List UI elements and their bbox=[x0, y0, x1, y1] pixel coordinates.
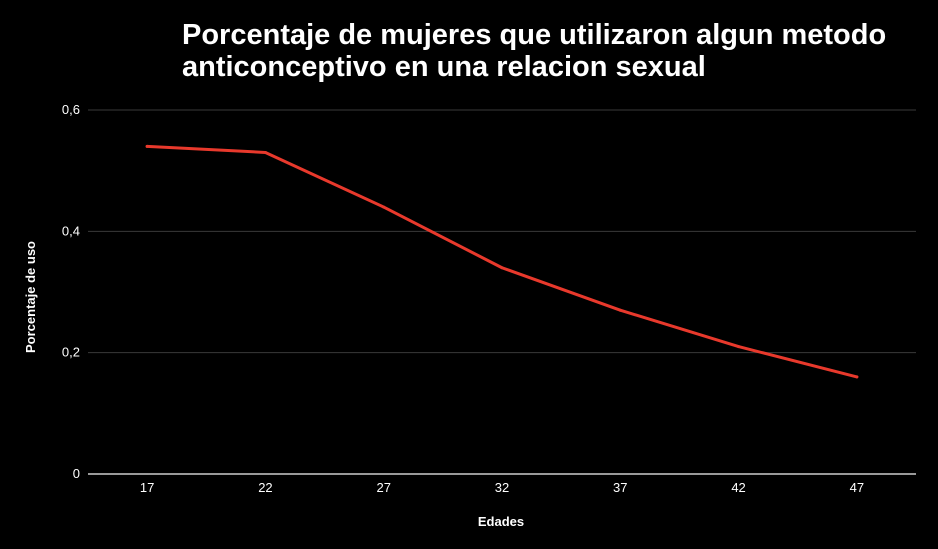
data-point bbox=[263, 150, 267, 154]
gridlines bbox=[88, 109, 916, 354]
y-tick-label: 0 bbox=[73, 466, 80, 481]
chart-title-line-2: anticonceptivo en una relacion sexual bbox=[182, 51, 706, 83]
x-tick-label: 42 bbox=[731, 480, 745, 495]
data-point bbox=[382, 205, 386, 209]
x-axis-ticks: 17 22 27 32 37 42 47 bbox=[140, 480, 864, 495]
x-tick-label: 32 bbox=[495, 480, 509, 495]
y-axis-label: Porcentaje de uso bbox=[23, 241, 38, 353]
y-axis-ticks: 0 0,2 0,4 0,6 bbox=[62, 102, 80, 481]
data-point bbox=[737, 345, 741, 349]
x-tick-label: 22 bbox=[258, 480, 272, 495]
data-point bbox=[145, 144, 149, 148]
x-tick-label: 47 bbox=[850, 480, 864, 495]
x-tick-label: 37 bbox=[613, 480, 627, 495]
y-tick-label: 0,2 bbox=[62, 345, 80, 360]
y-tick-label: 0,6 bbox=[62, 102, 80, 117]
series-group bbox=[145, 144, 859, 379]
x-tick-label: 27 bbox=[376, 480, 390, 495]
x-axis-label: Edades bbox=[478, 514, 524, 529]
chart-title-line-1: Porcentaje de mujeres que utilizaron alg… bbox=[182, 19, 886, 51]
data-point bbox=[855, 375, 859, 379]
data-point bbox=[618, 308, 622, 312]
data-point bbox=[500, 266, 504, 270]
x-tick-label: 17 bbox=[140, 480, 154, 495]
y-tick-label: 0,4 bbox=[62, 223, 80, 238]
